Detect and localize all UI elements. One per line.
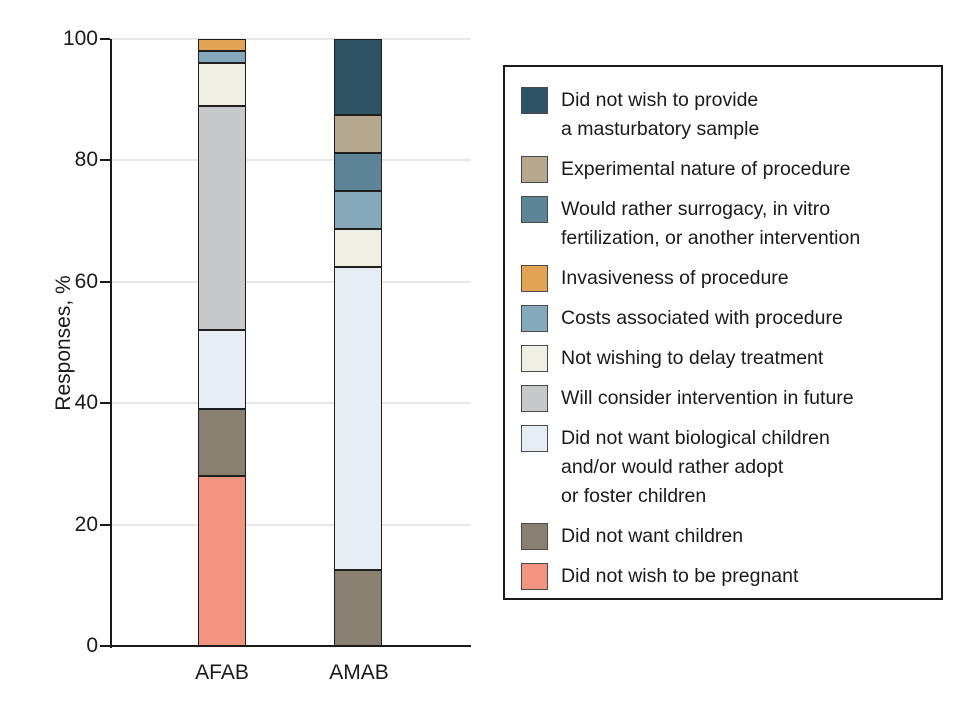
y-tick-label-80: 80 [74, 148, 98, 172]
x-category-label-amab: AMAB [329, 661, 389, 684]
legend-item: Invasiveness of procedure [521, 264, 927, 293]
y-tick-0 [100, 645, 110, 647]
legend-label-line: Did not wish to provide [561, 89, 759, 111]
legend-label-line: Costs associated with procedure [561, 307, 843, 329]
y-tick-100 [100, 38, 110, 40]
bar-segment [334, 190, 382, 229]
y-tick-label-0: 0 [86, 634, 98, 657]
y-tick-20 [100, 523, 110, 526]
legend-label-line: Invasiveness of procedure [561, 267, 789, 289]
legend-label-line: Experimental nature of procedure [561, 158, 851, 180]
y-tick-80 [100, 159, 110, 162]
legend-item: Not wishing to delay treatment [521, 344, 927, 373]
legend-label-line: Did not want children [561, 525, 744, 547]
legend-color-swatch [521, 425, 548, 452]
legend-item-label: Experimental nature of procedure [561, 155, 850, 184]
bar-segment [198, 105, 246, 331]
legend-label-line: Not wishing to delay treatment [561, 347, 824, 369]
bar-segment [198, 63, 246, 106]
legend-item-label: Will consider intervention in future [561, 384, 854, 413]
y-tick-label-20: 20 [74, 512, 98, 536]
bar-segment [198, 51, 246, 64]
bar-afab [198, 39, 246, 646]
legend-item-label: Not wishing to delay treatment [561, 344, 823, 373]
legend-item-label: Invasiveness of procedure [561, 264, 789, 293]
legend-item-label: Costs associated with procedure [561, 304, 843, 333]
gridline-20 [112, 523, 471, 526]
legend-label-line: a masturbatory sample [561, 118, 760, 140]
legend-item-label: Did not want biological children and/or w… [561, 424, 830, 511]
legend-item-label: Did not wish to be pregnant [561, 562, 798, 591]
bar-segment [198, 409, 246, 477]
bar-segment [198, 39, 246, 52]
legend-item-label: Did not wish to provide a masturbatory sa… [561, 86, 759, 144]
legend-item-label: Would rather surrogacy, in vitro fertiliz… [561, 195, 860, 253]
legend-item: Would rather surrogacy, in vitro fertiliz… [521, 195, 927, 253]
bar-segment [334, 266, 382, 571]
legend-color-swatch [521, 156, 548, 183]
x-axis-line [110, 645, 471, 647]
y-tick-60 [100, 280, 110, 283]
bar-segment [334, 152, 382, 191]
y-axis-line [110, 39, 112, 648]
legend-item: Did not want biological children and/or w… [521, 424, 927, 511]
legend-color-swatch [521, 265, 548, 292]
bar-segment [198, 476, 246, 646]
gridline-60 [112, 280, 471, 283]
y-tick-label-40: 40 [74, 391, 98, 415]
legend-label-line: or foster children [561, 485, 707, 507]
gridline-80 [112, 159, 471, 162]
legend-item: Did not want children [521, 522, 927, 551]
y-tick-40 [100, 402, 110, 405]
bar-amab [334, 39, 382, 646]
legend-label-line: and/or would rather adopt [561, 456, 784, 478]
legend: Did not wish to provide a masturbatory sa… [503, 65, 943, 600]
legend-label-line: Will consider intervention in future [561, 387, 854, 409]
legend-color-swatch [521, 345, 548, 372]
y-tick-label-100: 100 [62, 27, 98, 50]
bar-segment [198, 330, 246, 410]
legend-color-swatch [521, 305, 548, 332]
legend-item: Will consider intervention in future [521, 384, 927, 413]
legend-item: Did not wish to provide a masturbatory sa… [521, 86, 927, 144]
legend-item-label: Did not want children [561, 522, 743, 551]
legend-label-line: Did not want biological children [561, 427, 830, 449]
legend-label-line: fertilization, or another intervention [561, 227, 861, 249]
legend-label-line: Did not wish to be pregnant [561, 565, 799, 587]
legend-item: Did not wish to be pregnant [521, 562, 927, 591]
legend-item: Experimental nature of procedure [521, 155, 927, 184]
bar-segment [334, 39, 382, 115]
legend-color-swatch [521, 523, 548, 550]
legend-label-line: Would rather surrogacy, in vitro [561, 198, 831, 220]
gridline-100 [112, 38, 471, 40]
legend-item: Costs associated with procedure [521, 304, 927, 333]
y-tick-label-60: 60 [74, 269, 98, 293]
bar-segment [334, 228, 382, 267]
legend-color-swatch [521, 563, 548, 590]
bar-segment [334, 570, 382, 646]
gridline-40 [112, 402, 471, 405]
bar-segment [334, 114, 382, 153]
legend-color-swatch [521, 385, 548, 412]
legend-color-swatch [521, 87, 548, 114]
legend-color-swatch [521, 196, 548, 223]
x-category-label-afab: AFAB [195, 661, 249, 684]
